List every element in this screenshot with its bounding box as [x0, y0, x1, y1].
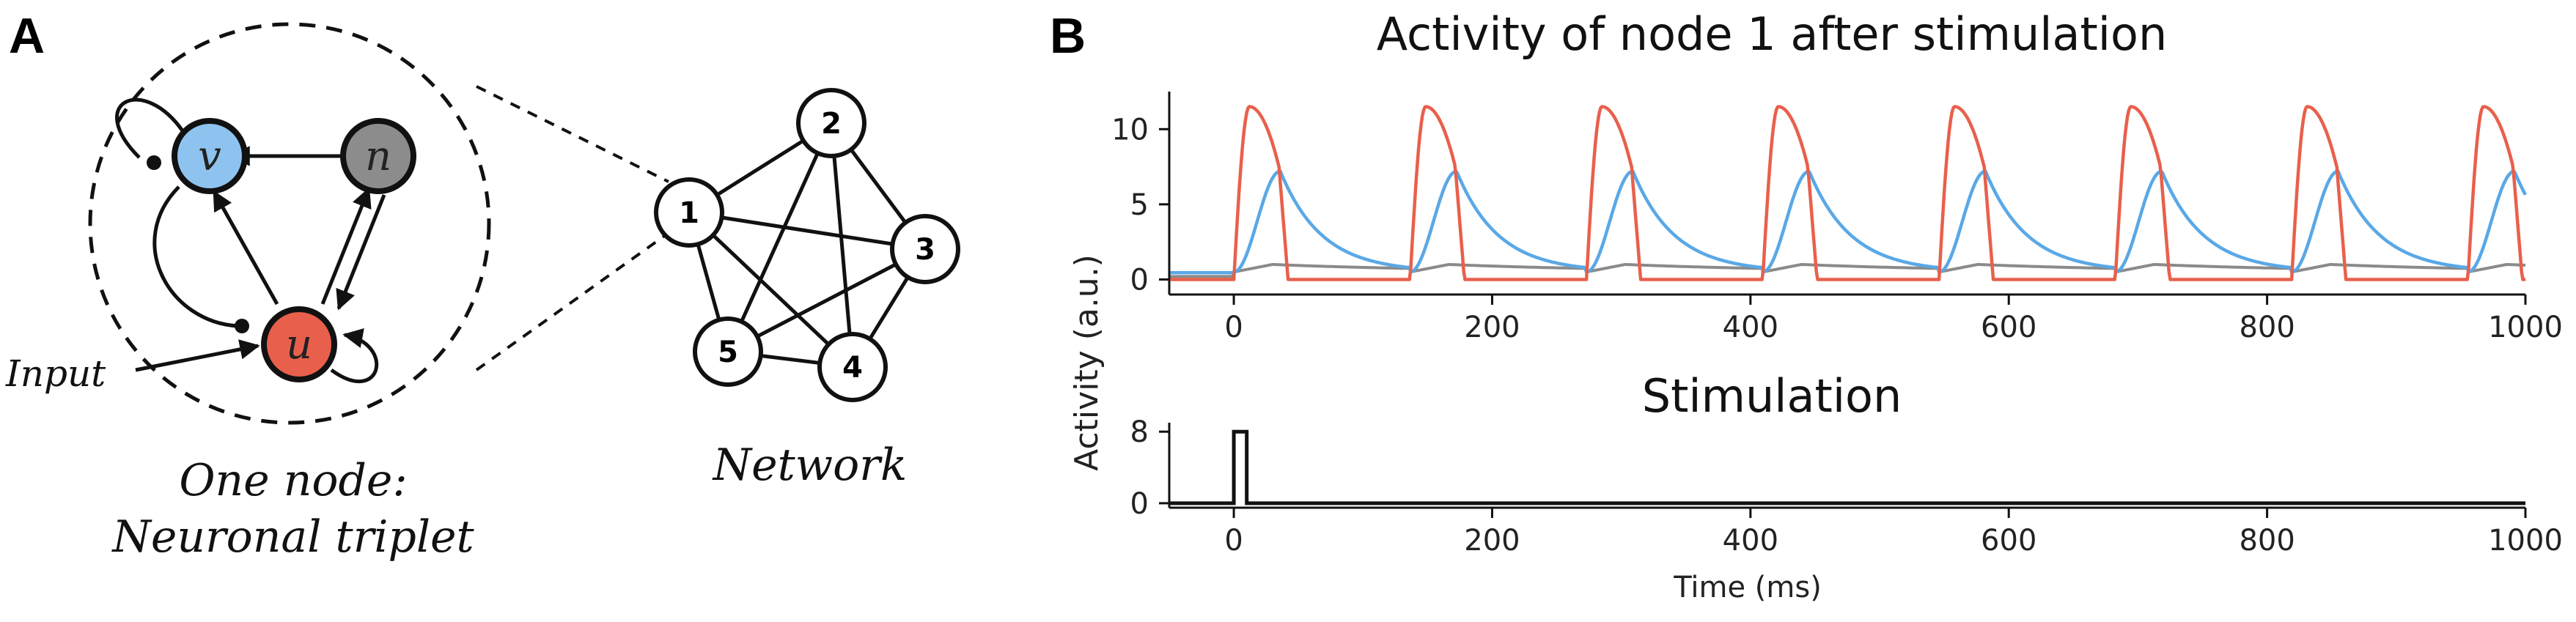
inhibitory-dot-u [235, 319, 249, 333]
network-node-4: 4 [817, 332, 888, 402]
series-n-line [1169, 263, 2526, 278]
triplet-enclosure [88, 22, 491, 425]
edge-u-to-v [212, 190, 279, 306]
node-n: n [340, 118, 416, 194]
svg-text:3: 3 [915, 233, 935, 267]
stimulation-xtick-label: 200 [1464, 524, 1520, 558]
activity-ytick-label: 0 [1130, 263, 1149, 297]
input-arrow [135, 339, 260, 372]
series-v-line [1169, 169, 2527, 275]
activity-chart-ticks: 0 200 400 600 800 1000 0 5 10 [1111, 113, 2563, 344]
network-graph: 1 2 3 4 5 [654, 88, 960, 402]
stimulation-ytick-label: 8 [1130, 415, 1149, 449]
series-stimulation-line [1169, 429, 2525, 506]
activity-xtick-label: 1000 [2488, 311, 2563, 344]
stimulation-chart: Stimulation 0 200 400 600 800 1000 0 8 [1130, 369, 2563, 558]
activity-xtick-label: 0 [1224, 311, 1243, 344]
activity-xtick-label: 600 [1981, 311, 2036, 344]
node-u: u [261, 306, 337, 382]
stimulation-chart-title: Stimulation [1642, 369, 1902, 423]
stimulation-ytick-label: 0 [1130, 487, 1149, 521]
network-node-1: 1 [654, 177, 724, 248]
node-caption-line1: One node: [179, 455, 407, 506]
x-axis-label: Time (ms) [1673, 571, 1822, 604]
svg-text:4: 4 [842, 351, 863, 385]
svg-text:1: 1 [679, 196, 699, 230]
panel-b-letter: B [1050, 8, 1086, 64]
u-self-loop [330, 328, 379, 383]
network-node-2: 2 [796, 88, 866, 158]
activity-xtick-label: 200 [1464, 311, 1520, 344]
activity-ytick-label: 5 [1130, 188, 1149, 222]
stimulation-xtick-label: 0 [1224, 524, 1243, 558]
stimulation-xtick-label: 800 [2239, 524, 2295, 558]
panel-b: B Activity (a.u.) Time (ms) Activity of … [1050, 7, 2563, 604]
stimulation-xtick-label: 1000 [2488, 524, 2563, 558]
edge-n-to-u [336, 194, 386, 311]
inhibitory-dot-v [147, 155, 161, 170]
svg-text:5: 5 [718, 336, 738, 369]
edge-u-to-n [320, 187, 372, 305]
stimulation-chart-ticks: 0 200 400 600 800 1000 0 8 [1130, 415, 2563, 558]
activity-chart: Activity of node 1 after stimulation 0 20… [1111, 7, 2563, 344]
node-v: v [172, 118, 248, 194]
zoom-line-top [476, 85, 669, 183]
input-label: Input [5, 352, 106, 395]
panel-a: A v n u [5, 8, 960, 563]
v-self-loop [115, 97, 185, 159]
stimulation-xtick-label: 400 [1723, 524, 1778, 558]
node-v-label: v [198, 133, 221, 180]
node-n-label: n [365, 133, 391, 180]
zoom-line-bottom [475, 232, 670, 371]
stimulation-xtick-label: 600 [1981, 524, 2036, 558]
series-u-line [1169, 105, 2526, 281]
activity-xtick-label: 400 [1723, 311, 1778, 344]
activity-chart-series [1169, 105, 2527, 281]
panel-a-letter: A [9, 8, 45, 64]
activity-ytick-label: 10 [1111, 113, 1149, 147]
stimulation-chart-series [1169, 429, 2525, 506]
activity-chart-title: Activity of node 1 after stimulation [1377, 7, 2168, 61]
node-caption-line2: Neuronal triplet [111, 511, 474, 563]
network-node-3: 3 [890, 214, 960, 284]
y-axis-label: Activity (a.u.) [1068, 254, 1105, 471]
svg-text:2: 2 [821, 107, 842, 141]
node-u-label: u [286, 321, 312, 369]
edge-v-to-u-inhibitory [152, 185, 239, 328]
network-caption: Network [712, 440, 908, 491]
activity-xtick-label: 800 [2239, 311, 2295, 344]
network-node-5: 5 [693, 316, 763, 387]
